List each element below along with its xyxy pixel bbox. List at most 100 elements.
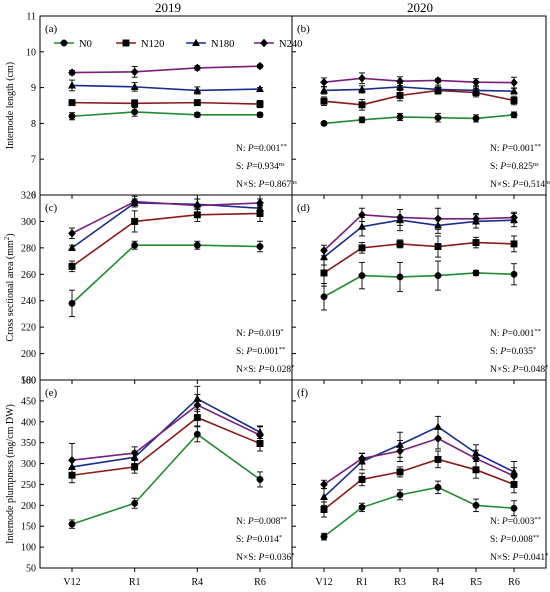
stat-annotation: S: P=0.934ns bbox=[236, 161, 285, 173]
data-point bbox=[510, 504, 518, 512]
y-tick-label: 150 bbox=[21, 522, 36, 533]
y-tick-label: 280 bbox=[21, 243, 36, 254]
data-point bbox=[472, 239, 480, 247]
data-point bbox=[68, 520, 76, 528]
data-point bbox=[320, 77, 328, 87]
year-label-2020: 2020 bbox=[407, 0, 433, 15]
legend-item-N0: N0 bbox=[54, 39, 92, 50]
data-point bbox=[193, 99, 201, 107]
series-N240 bbox=[320, 72, 518, 89]
data-point bbox=[396, 76, 404, 86]
series-line bbox=[71, 65, 261, 74]
y-tick-label: 8 bbox=[31, 119, 36, 130]
panels: (a) 6 7 8 9 10 11 Internode length (cm) N: P=0.0… bbox=[3, 12, 550, 589]
series-line bbox=[71, 111, 260, 118]
y-tick-label: 300 bbox=[21, 217, 36, 228]
series-N0 bbox=[320, 480, 518, 541]
series-line bbox=[323, 425, 515, 498]
legend-item-N180: N180 bbox=[186, 38, 234, 50]
legend-item-N240: N240 bbox=[254, 38, 302, 50]
data-point bbox=[68, 455, 76, 465]
panel-f: (f) V12 R1 R3 R4 R5 R6 N: P=0.003** S: P=0.008**… bbox=[291, 379, 548, 588]
data-point bbox=[434, 114, 442, 122]
y-tick-label: 10 bbox=[26, 47, 36, 58]
data-point bbox=[131, 99, 139, 107]
data-point bbox=[358, 116, 366, 124]
data-point bbox=[319, 86, 329, 94]
stat-annotation: N: P=0.019* bbox=[236, 328, 284, 340]
panel-label: (e) bbox=[45, 387, 58, 399]
data-point bbox=[434, 272, 442, 280]
data-point bbox=[510, 270, 518, 278]
data-point bbox=[396, 491, 404, 499]
y-tick-label: 7 bbox=[31, 155, 36, 166]
series-N120 bbox=[320, 235, 518, 287]
y-tick-label: 300 bbox=[21, 459, 36, 470]
data-point bbox=[193, 400, 202, 410]
data-point bbox=[396, 468, 404, 476]
panel-label: (d) bbox=[297, 202, 310, 214]
year-label-2019: 2019 bbox=[155, 0, 181, 15]
data-point bbox=[396, 213, 404, 222]
y-tick-label: 350 bbox=[21, 438, 36, 449]
data-point bbox=[193, 201, 202, 210]
series-N120 bbox=[68, 408, 264, 484]
series-N240 bbox=[320, 207, 518, 257]
series-line bbox=[323, 89, 515, 106]
series-line bbox=[71, 397, 261, 468]
data-point bbox=[320, 97, 328, 105]
data-point bbox=[131, 217, 139, 225]
data-point bbox=[358, 73, 366, 83]
series-N0 bbox=[68, 426, 264, 529]
series-N240 bbox=[68, 195, 264, 240]
data-point bbox=[256, 475, 264, 483]
stat-annotation: N×S: P=0.514ns bbox=[490, 179, 550, 191]
series-line bbox=[323, 86, 515, 92]
data-point bbox=[510, 213, 518, 222]
data-point bbox=[472, 269, 480, 277]
data-point bbox=[357, 85, 367, 93]
stat-annotation: S: P=0.035* bbox=[490, 346, 536, 358]
data-point bbox=[320, 269, 328, 277]
legend-marker bbox=[60, 39, 68, 47]
data-point bbox=[434, 214, 442, 224]
data-point bbox=[130, 67, 139, 77]
stat-annotation: S: P=0.001** bbox=[236, 346, 285, 358]
x-tick-label: R4 bbox=[191, 577, 203, 588]
y-tick-label: 200 bbox=[21, 501, 36, 512]
data-point bbox=[255, 203, 265, 212]
legend: N0 N120 N180 N240 bbox=[54, 38, 302, 50]
data-point bbox=[472, 466, 480, 474]
y-tick-label: 320 bbox=[21, 191, 36, 202]
series-N120 bbox=[68, 99, 264, 109]
data-point bbox=[510, 240, 518, 248]
panel-b: (b) N: P=0.001** S: P=0.825ns N×S: P=0.514n… bbox=[291, 15, 550, 199]
y-tick-label: 50 bbox=[26, 564, 36, 575]
data-point bbox=[510, 97, 518, 104]
data-point bbox=[434, 434, 442, 443]
series-N0 bbox=[68, 240, 264, 318]
series-line bbox=[323, 486, 515, 538]
data-point bbox=[358, 475, 366, 483]
stat-annotation: S: P=0.008** bbox=[490, 534, 539, 546]
data-point bbox=[67, 243, 77, 251]
data-point bbox=[193, 111, 201, 119]
data-point bbox=[320, 246, 328, 255]
data-point bbox=[510, 111, 518, 119]
legend-item-N120: N120 bbox=[116, 39, 164, 50]
series-line bbox=[71, 404, 261, 462]
data-point bbox=[434, 243, 442, 250]
data-point bbox=[433, 85, 443, 93]
series-N180 bbox=[319, 82, 519, 95]
data-point bbox=[396, 113, 404, 121]
data-point bbox=[358, 244, 366, 252]
data-point bbox=[396, 446, 404, 456]
data-point bbox=[68, 99, 76, 107]
data-point bbox=[396, 92, 404, 99]
data-point bbox=[471, 86, 481, 94]
data-point bbox=[509, 86, 519, 95]
data-point bbox=[320, 480, 328, 489]
y-axis-label: Internode length (cm) bbox=[5, 62, 16, 149]
series-line bbox=[323, 114, 515, 125]
